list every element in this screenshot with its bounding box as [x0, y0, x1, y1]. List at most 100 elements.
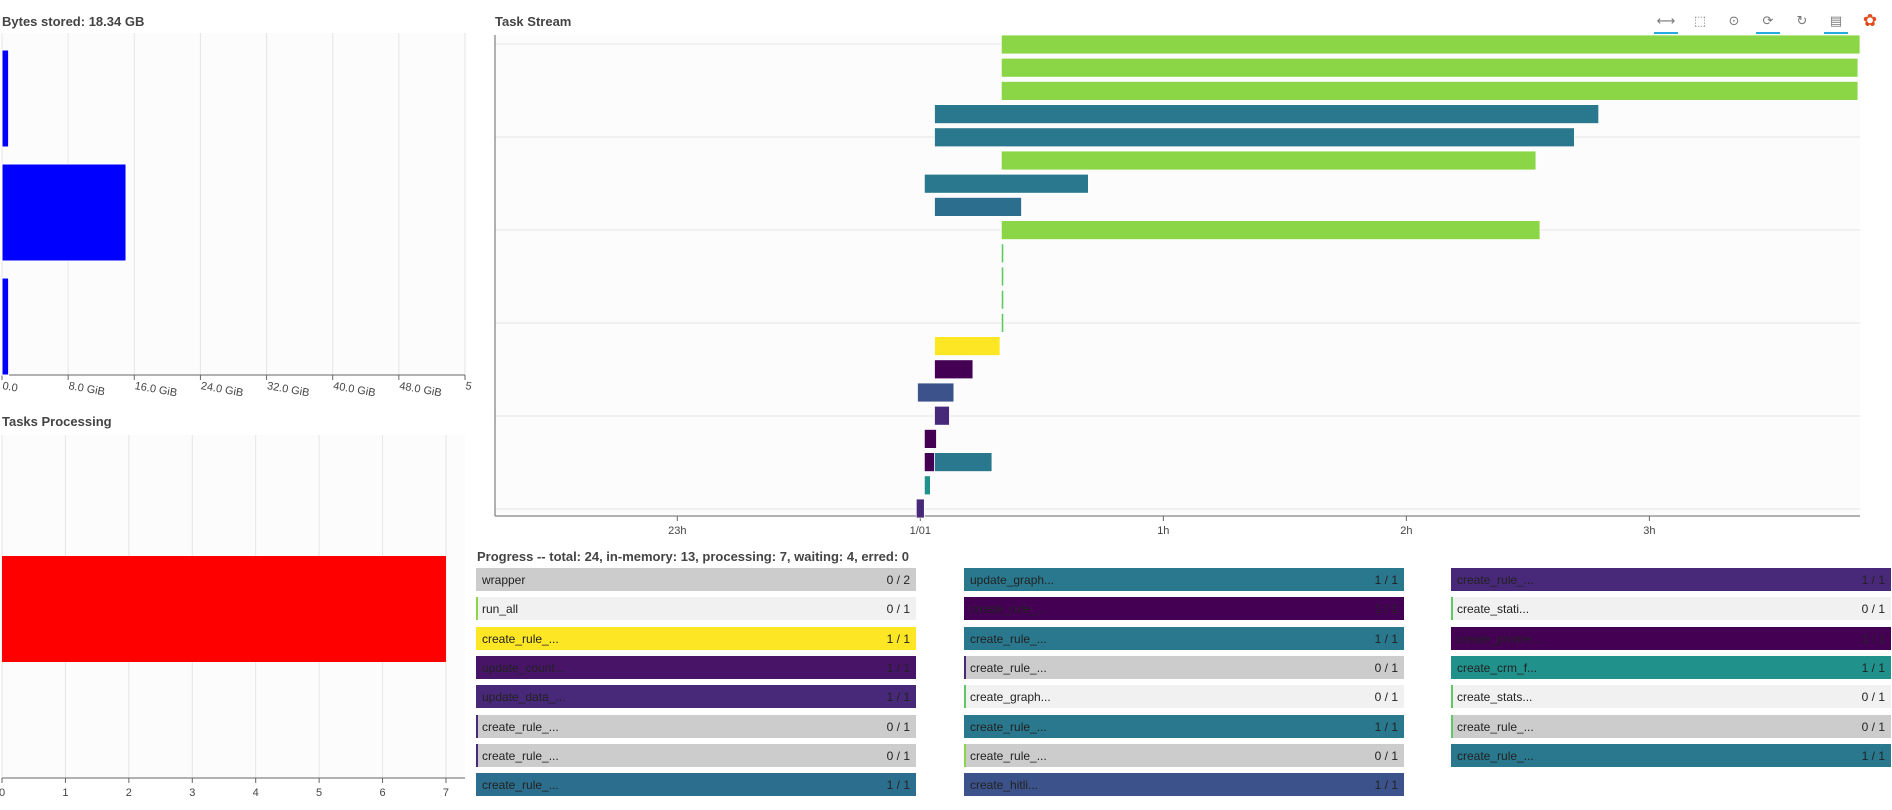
- progress-row[interactable]: create_hitli... 1 / 1: [964, 773, 1404, 797]
- progress-row-count: 0 / 1: [1861, 602, 1885, 617]
- task-rect[interactable]: [1000, 220, 1541, 241]
- progress-row[interactable]: create_rule_... 0 / 1: [476, 714, 916, 738]
- task-rect[interactable]: [923, 428, 937, 449]
- progress-row-fill: [964, 626, 1404, 650]
- pan-tool-icon[interactable]: ⟷: [1654, 10, 1678, 34]
- progress-row-label: update_graph...: [970, 573, 1055, 587]
- bytes-tick-label: 32.0 GiB: [266, 380, 310, 399]
- progress-row[interactable]: wrapper 0 / 2: [476, 568, 916, 591]
- progress-row-label: create_rule_...: [970, 660, 1047, 675]
- progress-row[interactable]: create_rule_... 0 / 1: [964, 743, 1404, 767]
- progress-row-fill: [964, 714, 1404, 738]
- box-zoom-tool-icon[interactable]: ⬚: [1693, 13, 1707, 28]
- tasks-bar[interactable]: [2, 556, 446, 662]
- progress-row[interactable]: update_count... 1 / 1: [476, 655, 916, 679]
- progress-row-count: 1 / 1: [886, 690, 910, 705]
- bytes-bar[interactable]: [1, 163, 127, 262]
- progress-row-label: create_rule_...: [1457, 719, 1534, 734]
- stream-tick-label: 2h: [1400, 525, 1412, 537]
- task-rect[interactable]: [934, 359, 974, 380]
- progress-row[interactable]: run_all 0 / 1: [476, 597, 916, 621]
- progress-row-label: run_all: [482, 602, 519, 617]
- task-stream-chart[interactable]: 23h 1/01 1h 2h 3h: [476, 30, 1892, 550]
- reset-tool-icon[interactable]: ⟳: [1756, 10, 1780, 34]
- progress-row[interactable]: create_rule_... 1 / 1: [1451, 568, 1891, 591]
- tasks-processing-title: Tasks Processing: [2, 414, 112, 429]
- progress-row[interactable]: create_rule_... 1 / 1: [476, 773, 916, 797]
- progress-row-edge: [1451, 597, 1453, 621]
- progress-row[interactable]: create_stats... 0 / 1: [1451, 685, 1891, 709]
- task-rect[interactable]: [934, 452, 993, 473]
- progress-row-edge: [476, 714, 478, 738]
- progress-row-fill: [1451, 655, 1891, 679]
- progress-row[interactable]: update_graph... 1 / 1: [964, 568, 1404, 591]
- task-rect[interactable]: [1000, 57, 1859, 78]
- task-rect[interactable]: [1000, 34, 1861, 55]
- progress-row-fill: [476, 626, 916, 650]
- progress-row-count: 0 / 1: [886, 602, 910, 617]
- bytes-stored-chart[interactable]: 0.0 8.0 GiB 16.0 GiB 24.0 GiB 32.0 GiB 40.0 G…: [0, 30, 472, 412]
- task-rect[interactable]: [934, 405, 950, 426]
- tasks-tick-label: 5: [316, 787, 322, 799]
- progress-row-label: create_hitli...: [970, 778, 1039, 793]
- progress-row[interactable]: create_graph... 0 / 1: [964, 685, 1404, 709]
- progress-row-count: 0 / 1: [1374, 748, 1398, 763]
- progress-row-fill: [476, 685, 916, 709]
- progress-row[interactable]: create_stati... 0 / 1: [1451, 597, 1891, 621]
- progress-row-label: create_stats...: [1457, 690, 1533, 705]
- progress-row[interactable]: create_rule_... 1 / 1: [1451, 743, 1891, 767]
- task-rect[interactable]: [934, 196, 1022, 217]
- progress-row-count: 1 / 1: [1861, 748, 1885, 763]
- progress-row-edge: [964, 743, 966, 767]
- progress-row[interactable]: create_rule_... 1 / 1: [964, 597, 1404, 621]
- progress-row[interactable]: create_rule_... 0 / 1: [476, 743, 916, 767]
- bytes-bar[interactable]: [1, 277, 10, 376]
- progress-row-fill: [964, 773, 1404, 797]
- progress-row-label: create_rule_...: [482, 631, 559, 646]
- chart-toolbar: ⟷ ⬚ ⊙ ⟳ ↻ ▤ ✿: [1650, 10, 1890, 36]
- progress-row-fill: [476, 655, 916, 679]
- task-rect[interactable]: [1000, 81, 1859, 101]
- progress-row[interactable]: create_rule_... 0 / 1: [964, 655, 1404, 679]
- progress-row[interactable]: create_rule_... 1 / 1: [964, 714, 1404, 738]
- task-rect[interactable]: [1000, 289, 1005, 310]
- task-rect[interactable]: [917, 382, 955, 403]
- task-rect[interactable]: [1000, 312, 1005, 333]
- task-rect[interactable]: [915, 498, 925, 519]
- progress-row[interactable]: create_crm_f... 1 / 1: [1451, 655, 1891, 679]
- progress-row-count: 1 / 1: [1374, 778, 1398, 793]
- progress-row[interactable]: create_rule_... 1 / 1: [964, 626, 1404, 650]
- progress-row[interactable]: update_data_... 1 / 1: [476, 685, 916, 709]
- progress-row-count: 0 / 1: [886, 719, 910, 734]
- tasks-processing-chart[interactable]: 0 1 2 3 4 5 6 7: [0, 432, 472, 810]
- bokeh-logo-icon[interactable]: ✿: [1862, 11, 1878, 30]
- progress-row-label: create_rule_...: [970, 631, 1047, 646]
- hover-tool-icon[interactable]: ▤: [1824, 10, 1848, 34]
- task-rect[interactable]: [934, 336, 1001, 357]
- progress-row-label: wrapper: [482, 573, 526, 587]
- wheel-zoom-tool-icon[interactable]: ⊙: [1728, 13, 1740, 28]
- task-rect[interactable]: [934, 127, 1575, 148]
- progress-row[interactable]: create_prome... 1 / 1: [1451, 626, 1891, 650]
- task-rect[interactable]: [934, 104, 1600, 124]
- progress-row-fill: [476, 773, 916, 797]
- progress-row-label: create_rule_...: [970, 748, 1047, 763]
- progress-row[interactable]: create_rule_... 1 / 1: [476, 626, 916, 650]
- progress-row-label: create_rule_...: [970, 719, 1047, 734]
- refresh-tool-icon[interactable]: ↻: [1796, 13, 1808, 28]
- progress-row-count: 1 / 1: [1374, 719, 1398, 734]
- progress-row-count: 0 / 1: [886, 748, 910, 763]
- task-rect[interactable]: [1000, 243, 1005, 264]
- progress-row-label: create_rule_...: [482, 748, 559, 763]
- progress-row-count: 1 / 1: [1374, 573, 1398, 587]
- bytes-bar[interactable]: [1, 49, 10, 148]
- tasks-tick-label: 7: [443, 787, 449, 799]
- task-rect[interactable]: [1000, 150, 1537, 171]
- progress-row-edge: [1451, 714, 1453, 738]
- task-rect[interactable]: [923, 173, 1089, 194]
- progress-row[interactable]: create_rule_... 0 / 1: [1451, 714, 1891, 738]
- task-rect[interactable]: [923, 475, 931, 496]
- progress-row-label: create_rule_...: [1457, 573, 1534, 587]
- bytes-tick-label: 48.0 GiB: [398, 380, 442, 399]
- task-rect[interactable]: [1000, 266, 1005, 287]
